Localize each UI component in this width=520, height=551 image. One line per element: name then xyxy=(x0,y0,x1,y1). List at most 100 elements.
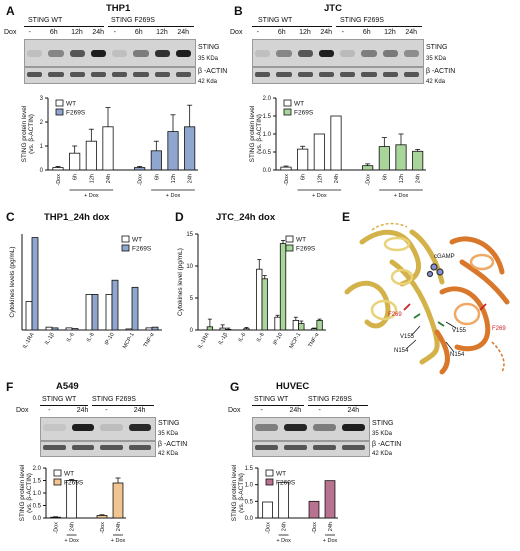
bar xyxy=(225,328,232,331)
lane-label: - xyxy=(105,407,108,414)
legend-swatch xyxy=(285,244,294,252)
legend-label: F269S xyxy=(294,110,314,117)
group-underline xyxy=(252,405,304,406)
lane-label: 12h xyxy=(156,29,168,36)
actin-band xyxy=(342,445,365,450)
lane-label: 6h xyxy=(277,29,286,36)
panel-letter-f: F xyxy=(6,380,14,394)
western-blot-actin xyxy=(40,441,156,457)
x-tick-label: 24h xyxy=(328,522,334,531)
bar xyxy=(25,301,33,331)
x-tick-label: 24h xyxy=(116,522,122,531)
lane-labels: - 24h - 24h xyxy=(40,407,154,417)
sting-band xyxy=(276,50,292,57)
y-axis-label: STING protein level xyxy=(21,105,28,162)
legend-label: F269S xyxy=(276,480,296,487)
actin-band xyxy=(112,72,128,77)
actin-band xyxy=(100,445,123,450)
x-tick-label: -Dox xyxy=(138,174,144,186)
bar xyxy=(280,166,292,171)
lane-labels: - 6h 12h 24h - 6h 12h 24h xyxy=(252,29,422,39)
x-tick-label: 6h xyxy=(382,174,388,180)
y-tick-label: 0.0 xyxy=(263,168,272,174)
lane-label: 24h xyxy=(92,29,105,36)
x-tick-label: 12h xyxy=(399,174,405,183)
lane-label: - xyxy=(48,407,51,414)
group-label: + Dox xyxy=(84,193,99,199)
bar xyxy=(151,326,159,331)
x-tick-label: MCP-1 xyxy=(122,332,136,350)
sting-band xyxy=(27,50,43,57)
bar xyxy=(262,501,273,519)
x-tick-label: -Dox xyxy=(100,522,106,534)
lane-label: 24h xyxy=(405,29,418,36)
bar xyxy=(51,327,59,331)
sting-band xyxy=(318,50,334,57)
x-tick-label: 24h xyxy=(282,522,288,531)
blot-label-kda: 42 KDa xyxy=(158,451,179,457)
lane-label: 24h xyxy=(133,407,146,414)
bar xyxy=(131,286,139,331)
sting-band xyxy=(128,424,151,431)
group-label: + Dox xyxy=(64,538,79,544)
y-axis-label: (vs. β-ACTIN) xyxy=(238,473,245,513)
chart-d: 0 5 10 15 Cytokines level (pg/mL) IL-1RA IL-1β… xyxy=(177,232,326,350)
bar xyxy=(395,144,407,171)
x-tick-label: IL-8 xyxy=(256,332,266,343)
y-tick-label: 0.5 xyxy=(263,150,272,156)
bar xyxy=(292,320,299,331)
bar xyxy=(184,126,196,171)
lane-label: - xyxy=(318,407,321,414)
legend-swatch xyxy=(265,469,274,477)
group-label: + Dox xyxy=(276,538,291,544)
lane-label: 24h xyxy=(347,407,360,414)
label-f269: F269 xyxy=(388,312,402,318)
y-tick-label: 10 xyxy=(186,264,193,270)
legend-label: WT xyxy=(294,101,304,108)
bar xyxy=(256,268,263,331)
bar xyxy=(261,278,268,331)
group-label: + Dox xyxy=(394,193,409,199)
y-tick-label: 1.0 xyxy=(263,132,272,138)
group-underline xyxy=(252,26,332,27)
legend-swatch xyxy=(265,478,274,486)
chart-a: 0 1 2 3 STING protein level (vs. β-ACTIN) -Dox… xyxy=(21,96,198,199)
x-tick-label: 6h xyxy=(73,174,79,180)
legend-label: WT xyxy=(296,237,306,244)
bar xyxy=(297,148,309,171)
y-tick-label: 0 xyxy=(40,168,44,174)
x-tick-label: -Dox xyxy=(366,174,372,186)
bar xyxy=(112,482,124,519)
protein-structure-image: cGAMP F269 V155 N154 V155 N154 F269 xyxy=(342,222,514,382)
x-tick-label: 24h xyxy=(416,174,422,183)
group-label-wt: STING WT xyxy=(258,17,293,24)
panel-letter-d: D xyxy=(175,210,184,224)
bar xyxy=(96,515,108,519)
bar xyxy=(50,516,61,519)
x-tick-label: IP-10 xyxy=(104,332,116,346)
group-underline xyxy=(308,405,368,406)
y-tick-label: 5 xyxy=(190,296,194,302)
lane-label: 12h xyxy=(299,29,311,36)
lane-label: 6h xyxy=(134,29,143,36)
sting-band xyxy=(403,50,419,57)
x-tick-label: 24h xyxy=(334,174,340,183)
sting-band xyxy=(297,50,313,57)
panel-letter-e: E xyxy=(342,210,351,224)
bar xyxy=(45,326,53,331)
lane-labels: - 24h - 24h xyxy=(252,407,368,417)
blot-label-actin: β -ACTIN xyxy=(426,68,456,75)
sting-band xyxy=(154,50,170,57)
bar xyxy=(330,115,342,171)
label-cgamp: cGAMP xyxy=(434,254,455,260)
sting-band xyxy=(112,50,128,57)
blot-label-sting: STING xyxy=(426,44,448,51)
lane-label: - xyxy=(260,407,263,414)
bar xyxy=(52,167,64,171)
legend-label: WT xyxy=(276,471,286,478)
legend-label: WT xyxy=(64,471,74,478)
y-tick-label: 1.5 xyxy=(263,114,272,120)
actin-band xyxy=(284,445,307,450)
lane-label: - xyxy=(28,29,31,36)
bar xyxy=(85,140,97,171)
